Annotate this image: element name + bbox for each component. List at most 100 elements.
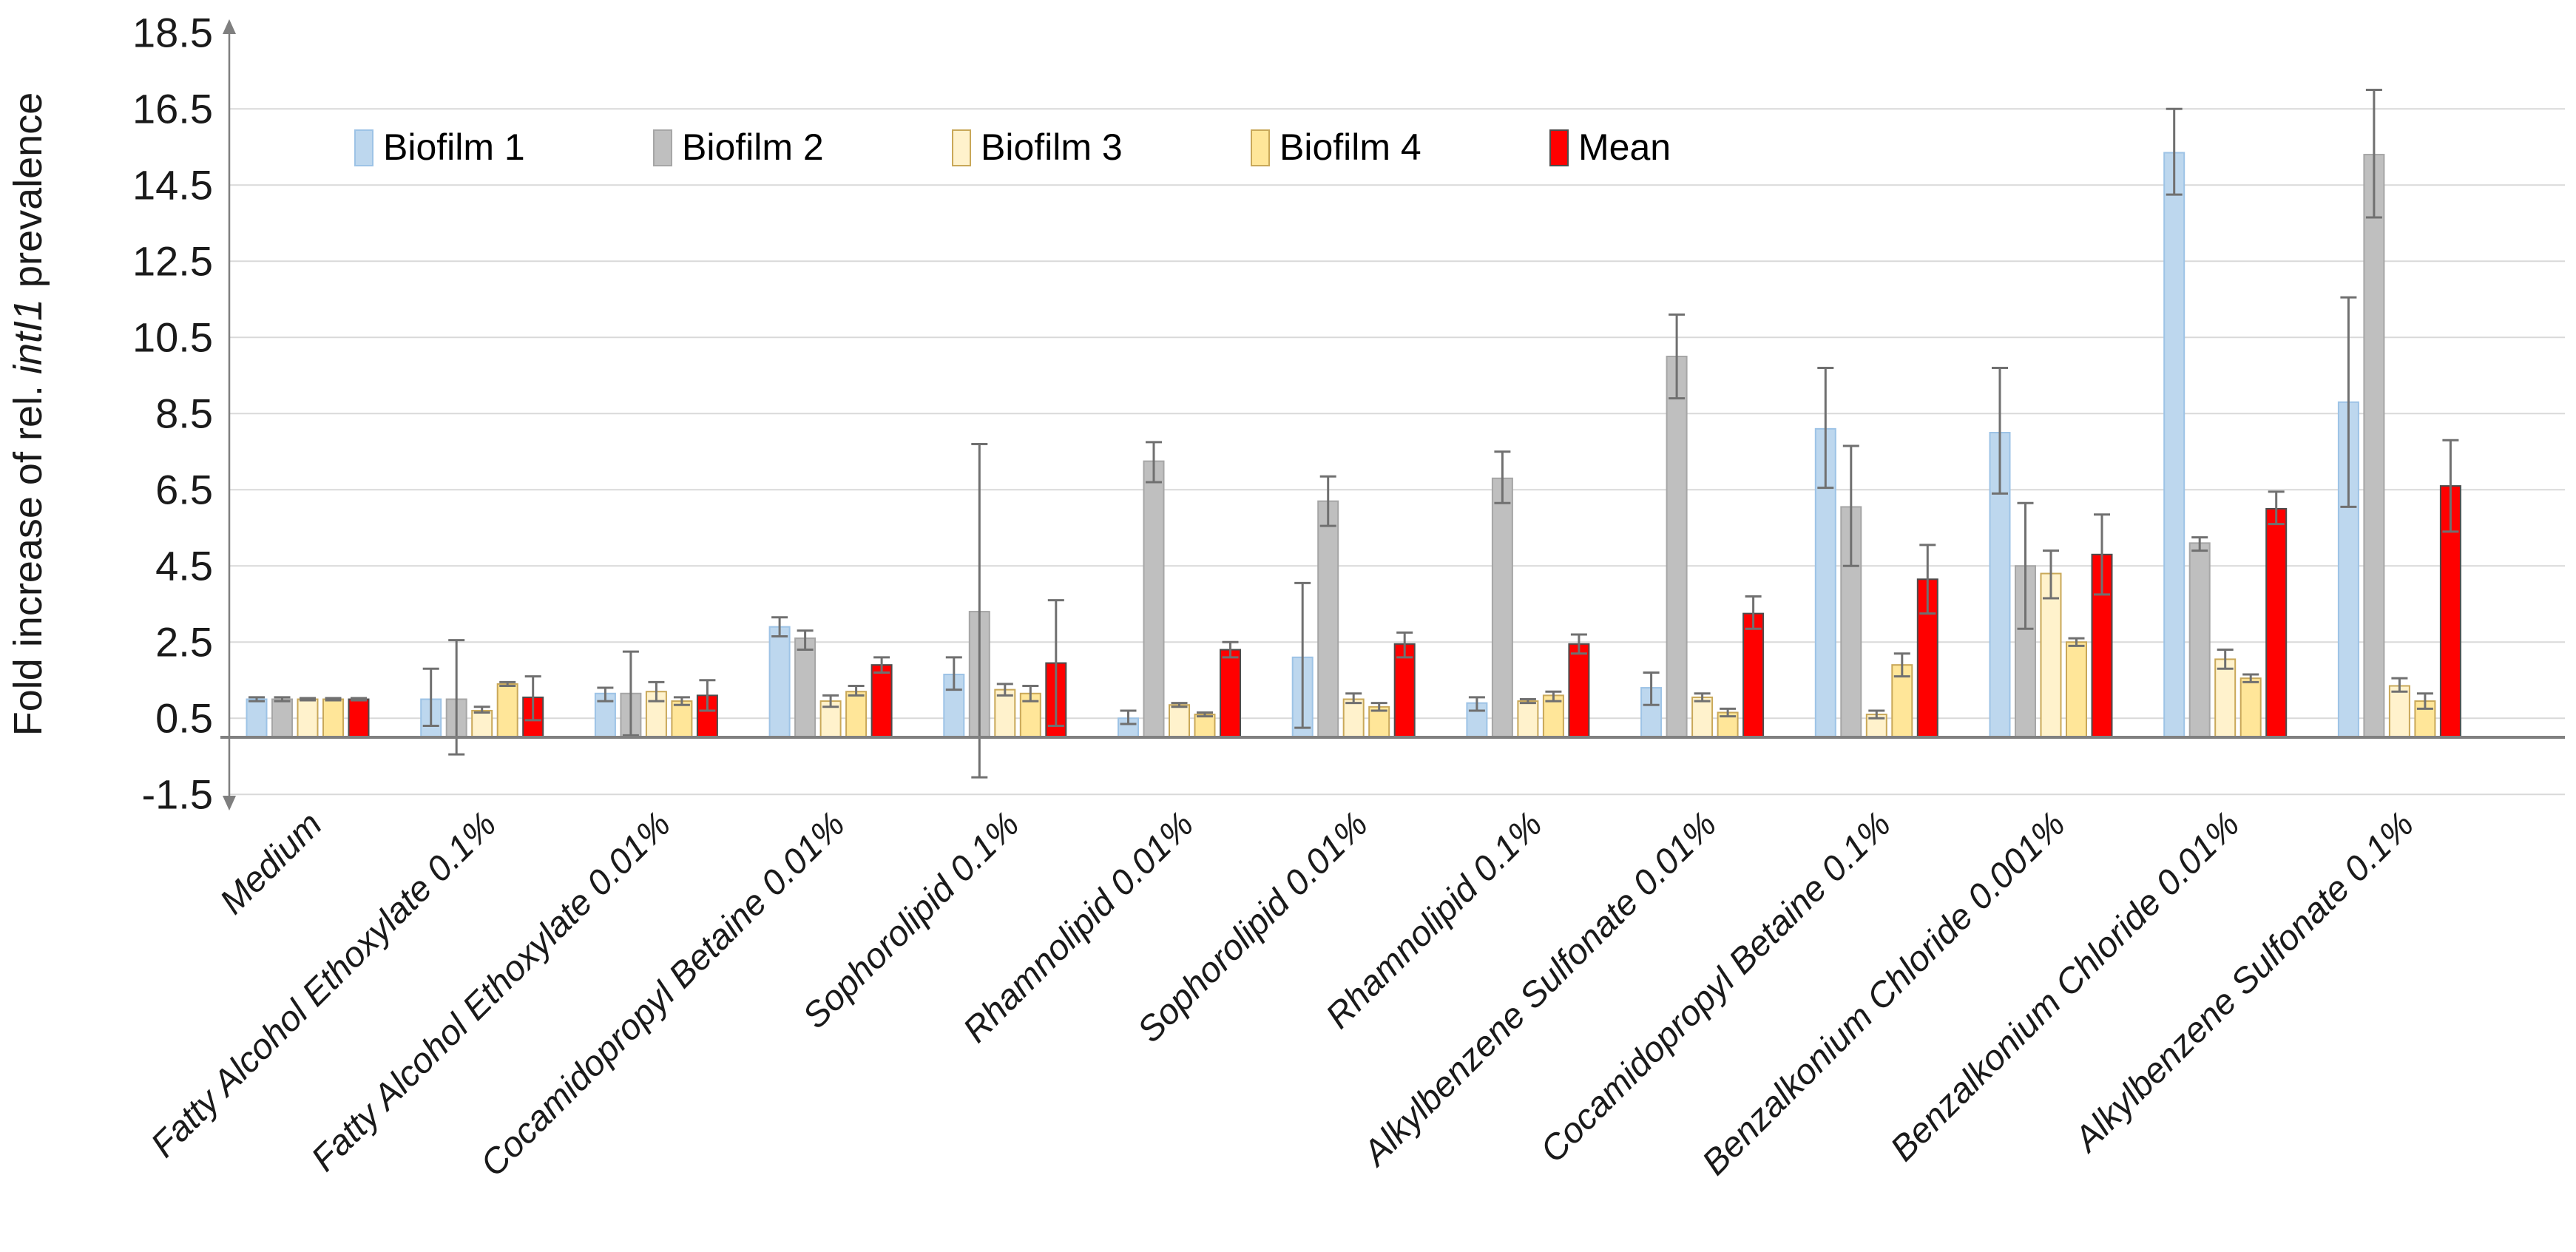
error-bar bbox=[2017, 501, 2034, 630]
bar-mean bbox=[1393, 643, 1416, 739]
bar-mean bbox=[1220, 649, 1241, 738]
y-tick-label: -1.5 bbox=[142, 771, 214, 817]
y-tick-label: 4.5 bbox=[155, 542, 213, 589]
bar-biofilm-4 bbox=[671, 700, 693, 739]
error-bar bbox=[1468, 696, 1485, 712]
error-bar bbox=[448, 639, 465, 756]
bar-biofilm-3 bbox=[1169, 704, 1190, 738]
error-bar bbox=[1519, 698, 1536, 705]
legend-label: Biofilm 3 bbox=[981, 126, 1123, 168]
error-bar bbox=[1545, 690, 1562, 703]
bar-mean bbox=[871, 664, 893, 739]
error-bar bbox=[2365, 89, 2382, 219]
error-bar bbox=[2242, 673, 2259, 683]
bar-biofilm-3 bbox=[2214, 658, 2237, 738]
bar-biofilm-2 bbox=[1143, 460, 1165, 738]
error-bar bbox=[2094, 513, 2110, 596]
error-bar bbox=[524, 675, 541, 722]
error-bar bbox=[945, 656, 962, 691]
y-axis-arrow-down-icon bbox=[223, 796, 236, 811]
bar-biofilm-4 bbox=[322, 698, 344, 738]
error-bar bbox=[2217, 649, 2234, 670]
bar-biofilm-4 bbox=[845, 691, 868, 739]
bar-biofilm-3 bbox=[994, 688, 1016, 738]
error-bar bbox=[1893, 652, 1910, 678]
legend-swatch-biofilm-3 bbox=[952, 129, 971, 166]
x-category-label: Fatty Alcohol Ethoxylate 0.1% bbox=[143, 805, 504, 1165]
error-bar bbox=[1842, 444, 1859, 567]
error-bar bbox=[422, 667, 439, 728]
legend-label: Biofilm 4 bbox=[1279, 126, 1421, 168]
bar-biofilm-4 bbox=[1194, 714, 1216, 738]
bar-biofilm-3 bbox=[297, 698, 319, 738]
bar-biofilm-2 bbox=[2188, 542, 2211, 738]
bar-biofilm-4 bbox=[496, 683, 518, 739]
y-tick-label: 18.5 bbox=[132, 9, 213, 55]
error-bar bbox=[499, 680, 516, 687]
error-bar bbox=[2068, 637, 2085, 647]
bar-mean bbox=[2265, 508, 2288, 738]
error-bar bbox=[971, 442, 988, 779]
y-tick-label: 2.5 bbox=[155, 618, 213, 665]
legend-swatch-mean bbox=[1549, 129, 1569, 166]
error-bar bbox=[249, 696, 265, 703]
error-bar bbox=[1570, 633, 1587, 655]
bar-biofilm-4 bbox=[2239, 677, 2262, 738]
legend-label: Mean bbox=[1578, 126, 1671, 168]
error-bar bbox=[1992, 366, 2008, 495]
error-bar bbox=[1022, 684, 1039, 703]
x-category-label: Alkylbenzene Sulfonate 0.1% bbox=[2066, 805, 2421, 1160]
bar-biofilm-1 bbox=[768, 626, 791, 739]
x-category-label: Medium bbox=[213, 805, 330, 921]
error-bar bbox=[473, 705, 490, 714]
x-category-label: Alkylbenzene Sulfonate 0.01% bbox=[1354, 805, 1724, 1174]
error-bar bbox=[797, 629, 814, 652]
error-bar bbox=[1197, 711, 1213, 718]
y-tick-label: 10.5 bbox=[132, 314, 213, 360]
error-bar bbox=[873, 656, 890, 674]
bar-biofilm-1 bbox=[2163, 152, 2185, 739]
error-bar bbox=[1171, 702, 1188, 708]
bar-biofilm-3 bbox=[1342, 698, 1365, 738]
error-bar bbox=[300, 697, 316, 702]
error-bar bbox=[673, 696, 690, 706]
error-bar bbox=[2391, 677, 2408, 693]
error-bar bbox=[848, 684, 865, 697]
error-bar bbox=[1817, 366, 1834, 490]
bar-mean bbox=[348, 698, 370, 738]
error-bar bbox=[351, 697, 367, 702]
x-category-label: Fatty Alcohol Ethoxylate 0.01% bbox=[304, 805, 678, 1179]
y-axis-title: Fold increase of rel. intI1 prevalence bbox=[6, 92, 50, 736]
error-bar bbox=[1294, 581, 1311, 729]
error-bar bbox=[1868, 709, 1885, 720]
error-bar bbox=[622, 650, 639, 737]
error-bar bbox=[2191, 536, 2208, 552]
x-category-label: Benzalkonium Chloride 0.01% bbox=[1883, 805, 2247, 1168]
legend-label: Biofilm 2 bbox=[682, 126, 824, 168]
error-bar bbox=[1669, 313, 1686, 400]
error-bar bbox=[1694, 692, 1711, 703]
bar-biofilm-4 bbox=[1542, 694, 1564, 738]
error-bar bbox=[771, 616, 788, 638]
error-bar bbox=[996, 683, 1013, 697]
error-bar bbox=[1120, 709, 1137, 725]
error-bar bbox=[1047, 599, 1064, 728]
error-bar bbox=[597, 686, 614, 703]
error-bar bbox=[325, 697, 342, 702]
error-bar bbox=[1222, 640, 1239, 659]
y-tick-label: 16.5 bbox=[132, 85, 213, 132]
bar-mean bbox=[1742, 612, 1765, 738]
error-bar bbox=[1345, 692, 1362, 705]
x-category-label: Cocamidopropyl Betaine 0.1% bbox=[1533, 805, 1899, 1170]
legend-swatch-biofilm-4 bbox=[1251, 129, 1270, 166]
y-tick-label: 6.5 bbox=[155, 466, 213, 512]
error-bar bbox=[1720, 707, 1737, 718]
error-bar bbox=[1745, 595, 1762, 630]
x-category-label: Cocamidopropyl Betaine 0.01% bbox=[473, 805, 853, 1184]
error-bar bbox=[2043, 549, 2059, 600]
error-bar bbox=[1919, 544, 1936, 615]
bar-mean bbox=[1568, 643, 1590, 739]
bar-biofilm-2 bbox=[1666, 356, 1688, 738]
